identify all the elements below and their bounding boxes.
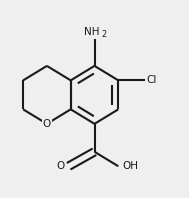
- Text: O: O: [43, 119, 51, 129]
- Text: 2: 2: [102, 30, 107, 39]
- Text: NH: NH: [84, 27, 99, 37]
- Text: Cl: Cl: [146, 75, 157, 85]
- Text: OH: OH: [122, 161, 138, 171]
- Text: O: O: [57, 161, 65, 171]
